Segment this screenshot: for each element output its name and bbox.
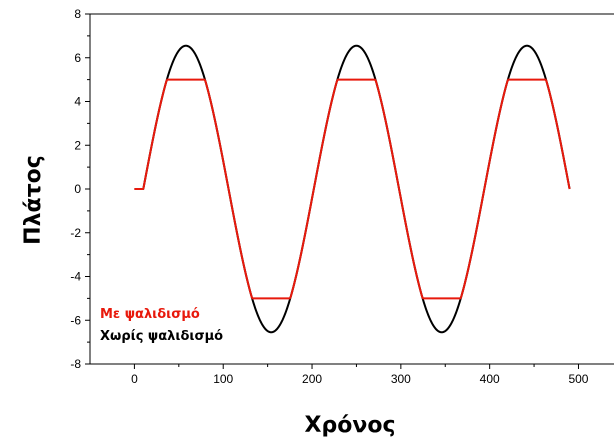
y-tick-label: -4: [70, 270, 81, 284]
y-tick-label: -2: [70, 226, 81, 240]
y-axis-title: Πλάτος: [21, 155, 46, 245]
y-tick-label: 2: [74, 138, 81, 152]
y-tick-label: 0: [74, 182, 81, 196]
legend-entry-unclipped: Χωρίς ψαλιδισμό: [100, 329, 223, 344]
plot-area: [134, 44, 571, 334]
x-tick-label: 500: [568, 372, 588, 386]
ticks: 0 100 200 300 400 500 -8 -6 -4 -2 0 2 4 6 8: [70, 7, 588, 386]
x-tick-label: 200: [302, 372, 322, 386]
legend-entry-clipped: Με ψαλιδισμό: [100, 307, 200, 322]
y-tick-label: 8: [74, 7, 81, 21]
y-tick-label: 6: [74, 51, 81, 65]
y-tick-label: -8: [70, 357, 81, 371]
x-tick-label: 100: [213, 372, 233, 386]
x-tick-label: 400: [480, 372, 500, 386]
y-tick-label: 4: [74, 95, 81, 109]
y-tick-label: -6: [70, 313, 81, 327]
x-tick-label: 300: [391, 372, 411, 386]
legend: Με ψαλιδισμό Χωρίς ψαλιδισμό: [100, 307, 223, 344]
series-line-clipped: [134, 78, 571, 300]
x-axis-title: Χρόνος: [305, 413, 396, 438]
x-tick-label: 0: [131, 372, 138, 386]
